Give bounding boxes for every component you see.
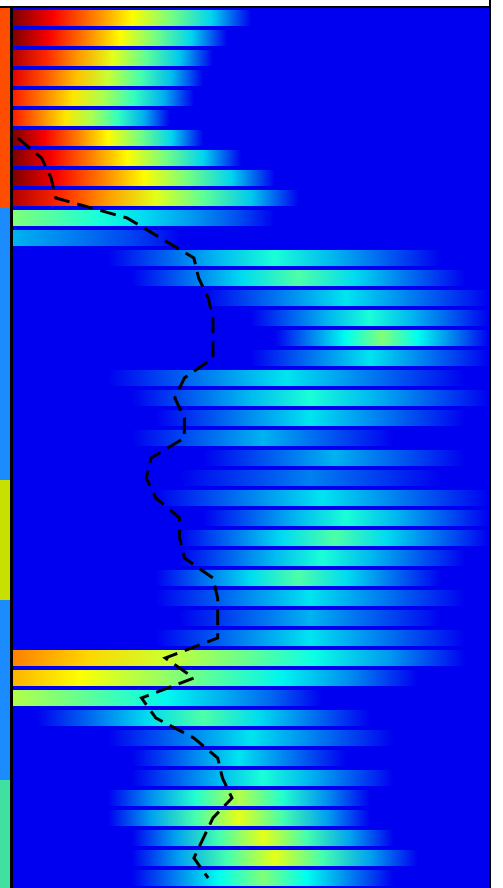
- heatmap-band: [108, 790, 370, 806]
- heatmap-band: [156, 630, 465, 646]
- chart: [0, 0, 503, 888]
- heatmap-band: [132, 430, 394, 446]
- heatmap-band: [156, 570, 442, 586]
- side-strip: [0, 480, 10, 600]
- side-strip: [0, 780, 10, 888]
- heatmap-band: [13, 30, 227, 46]
- heatmap-band: [251, 350, 489, 366]
- heatmap-band: [13, 150, 241, 166]
- heatmap-band: [13, 670, 418, 686]
- heatmap-band: [13, 70, 203, 86]
- heatmap-band: [156, 490, 489, 506]
- heatmap-band: [156, 410, 465, 426]
- heatmap-band: [13, 210, 275, 226]
- heatmap-band: [108, 730, 394, 746]
- page: {"chart_data": {"type": "heatmap", "xlim…: [0, 0, 503, 888]
- heatmap-band: [275, 330, 489, 346]
- heatmap-band: [132, 770, 394, 786]
- heatmap-band: [13, 230, 180, 246]
- heatmap-band: [132, 870, 394, 886]
- heatmap-band: [13, 90, 194, 106]
- heatmap-band: [132, 830, 394, 846]
- axis-line: [10, 8, 13, 888]
- heatmap-band: [180, 550, 466, 566]
- heatmap-band: [203, 510, 489, 526]
- heatmap-band: [13, 650, 465, 666]
- heatmap-band: [13, 690, 322, 706]
- heatmap-band: [180, 530, 489, 546]
- heatmap-band: [180, 470, 442, 486]
- heatmap-band: [108, 250, 441, 266]
- heatmap-band: [251, 310, 489, 326]
- heatmap-band: [132, 850, 418, 866]
- heatmap-band: [203, 290, 489, 306]
- heatmap-band: [132, 750, 346, 766]
- heatmap-band: [13, 110, 170, 126]
- heatmap-band: [13, 50, 213, 66]
- frame: [489, 0, 491, 888]
- heatmap-band: [132, 270, 465, 286]
- heatmap-band: [108, 370, 465, 386]
- heatmap-band: [13, 10, 251, 26]
- heatmap-band: [156, 590, 465, 606]
- heatmap-band: [37, 710, 370, 726]
- side-strip: [0, 8, 10, 208]
- heatmap-band: [108, 810, 370, 826]
- heatmap-band: [132, 390, 489, 406]
- heatmap-band: [13, 130, 203, 146]
- heatmap-band: [203, 450, 465, 466]
- frame: [0, 6, 491, 8]
